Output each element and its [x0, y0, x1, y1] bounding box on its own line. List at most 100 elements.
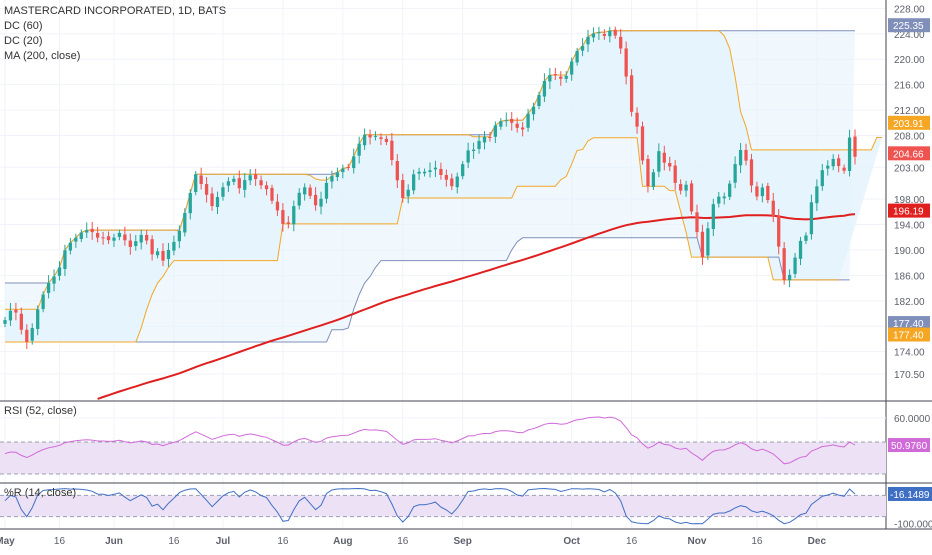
x-tick-label: Oct	[563, 536, 580, 547]
price-tick-label: 182.00	[894, 297, 925, 308]
candle-body	[134, 241, 138, 247]
candle-body	[14, 309, 18, 313]
legend-dc20: DC (20)	[4, 35, 43, 47]
candle-body	[820, 170, 824, 187]
candle-body	[79, 232, 83, 239]
price-tick-label: 203.00	[894, 163, 925, 174]
candle-body	[215, 197, 220, 208]
candle-body	[281, 210, 285, 224]
candle-body	[106, 236, 111, 241]
candle-body	[248, 175, 252, 181]
candle-body	[804, 235, 808, 241]
candle-body	[635, 112, 639, 127]
candle-body	[744, 149, 748, 161]
candle-body	[586, 36, 590, 45]
candle-body	[564, 75, 568, 79]
price-tick-label: 190.00	[894, 246, 925, 257]
x-tick-label: 16	[397, 536, 409, 547]
candle-body	[826, 165, 830, 169]
candle-body	[368, 135, 372, 138]
price-badge	[888, 327, 930, 342]
candle-body	[711, 204, 715, 229]
candle-body	[640, 126, 645, 161]
candle-body	[52, 276, 56, 284]
candle-body	[335, 172, 340, 178]
candle-body	[809, 202, 814, 235]
candle-body	[155, 251, 160, 256]
price-badge	[888, 18, 930, 33]
candle-body	[68, 242, 73, 251]
candle-body	[330, 176, 334, 182]
candle-body	[482, 136, 487, 143]
candle-body	[760, 187, 765, 197]
candle-body	[646, 158, 650, 187]
candle-body	[597, 32, 601, 34]
price-tick-label: 170.50	[894, 370, 925, 381]
candle-body	[787, 274, 792, 281]
candle-body	[379, 137, 383, 139]
candle-body	[548, 74, 552, 82]
candle-body	[8, 310, 13, 321]
x-tick-label: 16	[277, 536, 289, 547]
rsi-line	[4, 416, 856, 465]
candle-body	[319, 198, 323, 207]
candle-body	[57, 267, 62, 276]
candle-body	[684, 184, 688, 191]
candle-body	[689, 183, 694, 212]
candle-body	[520, 127, 525, 130]
candle-body	[172, 241, 176, 251]
price-tick-label: 174.00	[894, 348, 925, 359]
legend-ma200: MA (200, close)	[4, 50, 81, 62]
candle-body	[837, 158, 841, 167]
candle-body	[275, 201, 280, 211]
candle-body	[324, 182, 329, 199]
price-tick-label: 212.00	[894, 106, 925, 117]
candle-body	[798, 240, 803, 259]
candle-body	[619, 36, 623, 49]
candle-body	[651, 172, 656, 187]
price-badge-label: 177.40	[893, 319, 924, 330]
candle-body	[406, 189, 410, 197]
candle-body	[771, 200, 775, 217]
candle-body	[422, 171, 427, 174]
candle-body	[433, 167, 438, 170]
candle-body	[847, 137, 852, 171]
candle-body	[221, 187, 225, 197]
candle-body	[428, 170, 432, 173]
x-tick-label: 16	[168, 536, 180, 547]
candle-body	[297, 192, 301, 206]
rsi-last-label: 50.9760	[891, 441, 928, 452]
price-badge	[888, 115, 930, 130]
candle-body	[575, 51, 579, 63]
candle-body	[123, 234, 127, 241]
candle-body	[401, 180, 405, 199]
candle-body	[346, 166, 350, 168]
dc20-channel-fill	[5, 30, 883, 342]
candle-body	[461, 164, 465, 177]
candle-body	[36, 309, 40, 329]
price-badge	[888, 203, 930, 218]
candle-body	[243, 180, 247, 190]
dc20-upper-line	[5, 30, 883, 310]
candle-body	[417, 171, 421, 174]
candle-body	[602, 33, 606, 36]
candle-body	[488, 136, 492, 138]
candle-body	[493, 125, 498, 137]
candle-body	[254, 174, 258, 180]
candle-body	[352, 156, 356, 169]
legend-dc60: DC (60)	[4, 20, 43, 32]
candle-body	[145, 234, 149, 241]
candle-body	[766, 185, 770, 201]
candle-body	[25, 329, 29, 342]
candle-body	[515, 123, 519, 128]
candle-body	[303, 187, 307, 195]
candle-body	[559, 76, 563, 79]
candle-body	[842, 167, 846, 171]
candle-body	[504, 120, 508, 122]
wr-last-badge	[888, 486, 932, 501]
x-tick-label: May	[0, 536, 15, 547]
candle-body	[613, 29, 617, 36]
candle-body	[128, 240, 132, 247]
